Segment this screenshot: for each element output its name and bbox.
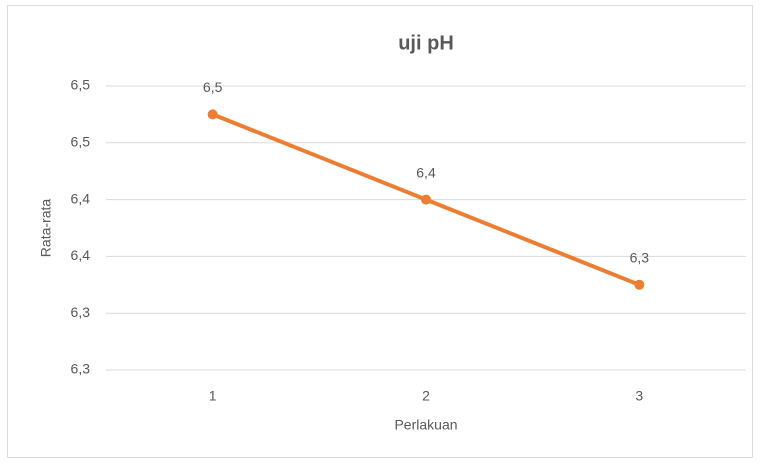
- y-tick-label: 6,4: [71, 190, 91, 206]
- data-point: [421, 194, 431, 205]
- y-tick-label: 6,3: [71, 304, 91, 320]
- x-tick-label: 3: [635, 388, 643, 404]
- data-label: 6,4: [416, 164, 436, 180]
- x-axis-label: Perlakuan: [394, 417, 457, 433]
- y-tick-label: 6,3: [71, 361, 91, 377]
- data-point: [207, 109, 218, 120]
- data-label: 6,3: [630, 250, 650, 266]
- y-tick-label: 6,5: [71, 77, 91, 93]
- chart-title: uji pH: [398, 32, 454, 54]
- chart-frame: [7, 5, 753, 458]
- data-label: 6,5: [203, 79, 223, 95]
- data-point: [634, 279, 645, 290]
- y-tick-label: 6,5: [71, 134, 91, 150]
- y-tick-label: 6,4: [71, 247, 91, 263]
- x-tick-label: 1: [209, 388, 217, 404]
- x-tick-label: 2: [422, 388, 430, 404]
- y-axis-label: Rata-rata: [38, 199, 54, 258]
